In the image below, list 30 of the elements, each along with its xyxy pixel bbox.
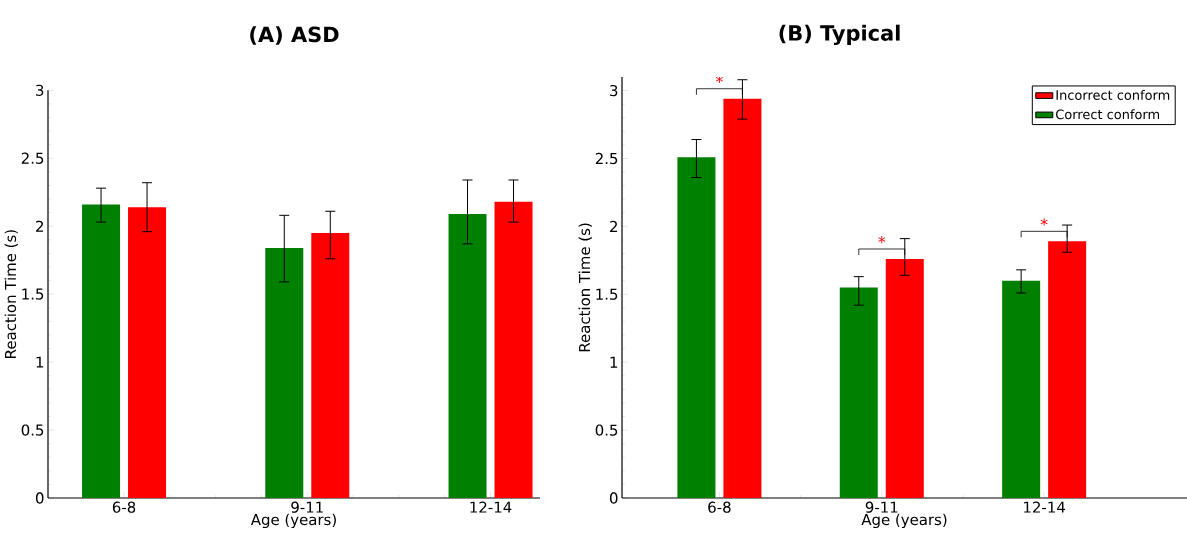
y-axis-title: Reaction Time (s) [4, 230, 18, 358]
x-tick-label: 9-11 [291, 501, 323, 513]
y-axis-title: Reaction Time (s) [578, 223, 592, 352]
x-axis-title: Age (years) [250, 513, 336, 529]
x-axis-title: Age (years) [861, 513, 947, 529]
y-tick-label: 1 [36, 356, 44, 368]
y-tick-label: 0.5 [21, 424, 44, 436]
y-tick-label: 0.5 [595, 424, 618, 436]
chart-title: (B) Typical [779, 24, 900, 46]
y-tick-label: 2 [610, 220, 617, 232]
x-tick-label: 9-11 [865, 501, 898, 513]
y-tick-label: 0 [609, 492, 618, 504]
y-tick-label: 3 [36, 84, 44, 96]
x-tick-label: 6-8 [112, 501, 136, 513]
x-tick-label: 6-8 [708, 501, 731, 513]
chart-title: (A) ASD [250, 26, 339, 45]
legend-label: Incorrect conform [1056, 89, 1170, 100]
y-tick-label: 1.5 [596, 288, 618, 300]
y-tick-label: 1.5 [22, 288, 44, 300]
annotation: * [878, 235, 886, 244]
legend-label: Correct conform [1056, 109, 1160, 120]
annotation: * [1040, 218, 1048, 226]
x-tick-label: 12-14 [470, 501, 512, 513]
y-tick-label: 2.5 [21, 152, 44, 164]
y-tick-label: 1 [610, 356, 618, 368]
y-tick-label: 2.5 [595, 152, 618, 165]
y-tick-label: 3 [610, 84, 618, 97]
y-tick-label: 2 [36, 220, 43, 232]
y-tick-label: 0 [35, 492, 44, 504]
x-tick-label: 12-14 [1024, 501, 1066, 513]
